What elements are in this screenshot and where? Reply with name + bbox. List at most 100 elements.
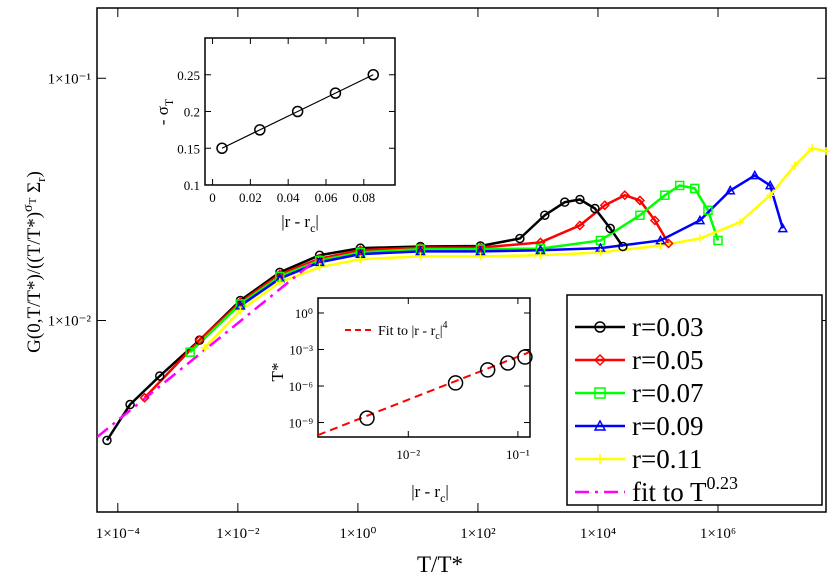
legend-marker (595, 454, 605, 464)
x-tick-label: 10⁻¹ (506, 447, 530, 462)
legend-label-sup: 0.23 (707, 473, 739, 493)
marker (619, 190, 630, 201)
x-tick-label: 1×10⁰ (339, 526, 376, 542)
marker (415, 242, 426, 253)
marker (656, 241, 665, 250)
marker (590, 203, 600, 214)
y-tick-label: 0.2 (184, 105, 200, 120)
marker (724, 184, 736, 195)
inset1-y-title: - σT (153, 98, 176, 125)
marker (790, 161, 799, 170)
marker (599, 200, 610, 211)
marker (447, 375, 464, 391)
marker (329, 87, 342, 99)
marker (155, 371, 165, 381)
data-layer (221, 74, 374, 149)
marker (359, 410, 375, 426)
marker (102, 435, 112, 446)
marker (416, 252, 425, 261)
legend-marker (593, 419, 607, 431)
marker (479, 362, 496, 378)
legend-label: fit to T0.23 (632, 473, 738, 507)
x-tick-label: 1×10⁶ (700, 526, 736, 542)
y-tick-label: 10⁻⁹ (289, 416, 314, 431)
marker (475, 242, 486, 253)
inset2-y-title: T* (268, 363, 287, 382)
y-tick-label: 0.15 (177, 141, 200, 156)
x-tick-label: 1×10⁻⁴ (96, 526, 140, 542)
legend-label: r=0.03 (632, 312, 703, 342)
marker (634, 195, 645, 206)
inset2-legend-text: Fit to |r - rc|4 (378, 320, 448, 342)
legend-label-text: r=0.05 (632, 345, 703, 375)
marker (200, 344, 209, 353)
legend-box (566, 294, 823, 506)
x-tick-label: 0.02 (239, 190, 262, 205)
marker (275, 278, 284, 287)
legend-label: r=0.11 (632, 444, 702, 474)
legend-label: r=0.09 (632, 411, 703, 441)
plot-frame (204, 37, 396, 186)
marker (356, 255, 365, 264)
series-line (221, 74, 374, 149)
marker (235, 297, 246, 308)
marker (216, 142, 228, 154)
marker (649, 215, 661, 226)
marker (618, 241, 628, 252)
marker (540, 210, 550, 220)
marker (315, 263, 324, 272)
series-line (203, 146, 826, 349)
marker (185, 347, 195, 357)
marker (560, 197, 570, 207)
marker (605, 223, 615, 234)
marker (703, 205, 713, 216)
marker (663, 238, 674, 249)
marker (291, 105, 304, 118)
marker (254, 124, 266, 136)
marker (777, 222, 789, 233)
x-axis-title: T/T* (417, 552, 463, 577)
plot-frame (317, 297, 531, 438)
marker (536, 251, 545, 260)
marker (515, 233, 525, 244)
y-tick-label: 0.25 (177, 68, 200, 83)
legend-label-text: r=0.11 (632, 444, 702, 474)
legend-label: r=0.07 (632, 378, 703, 408)
x-tick-label: 10⁻² (396, 447, 420, 462)
fit-line (97, 254, 323, 439)
marker (635, 210, 645, 220)
inset-sigma: 0 0.02 0.04 0.06 0.08 0.1 0.15 0.2 0.25 (177, 37, 396, 205)
inset2-x-title: |r - rc| (411, 482, 449, 505)
series-line (189, 184, 720, 354)
marker (764, 179, 776, 190)
x-tick-label: 1×10⁴ (580, 526, 616, 542)
marker (575, 194, 585, 205)
x-tick-label: 0 (209, 190, 216, 205)
inset1-x-title: |r - rc| (281, 212, 319, 235)
legend-label-text: fit to T (632, 477, 707, 507)
legend-marker (594, 321, 606, 333)
y-tick-label: 1×10⁻¹ (48, 71, 91, 87)
marker (735, 218, 744, 227)
data-layer (318, 351, 530, 436)
inset-tstar: 10⁻² 10⁻¹ 10⁻⁹ 10⁻⁶ 10⁻³ 10⁰ (289, 297, 533, 462)
x-tick-label: 0.08 (352, 190, 375, 205)
marker (367, 69, 380, 81)
marker (125, 399, 135, 410)
marker (596, 248, 605, 257)
marker (690, 183, 700, 194)
x-tick-label: 1×10² (460, 526, 496, 542)
marker (236, 306, 245, 315)
legend-label-text: r=0.09 (632, 411, 703, 441)
fit-line (318, 351, 530, 436)
marker (139, 392, 150, 403)
marker (476, 252, 485, 261)
marker (808, 144, 817, 153)
x-tick-label: 0.06 (315, 190, 338, 205)
legend-label-text: r=0.03 (632, 312, 703, 342)
legend-marker (594, 387, 606, 399)
legend-marker (593, 353, 607, 367)
y-tick-label: 1×10⁻² (48, 314, 92, 330)
